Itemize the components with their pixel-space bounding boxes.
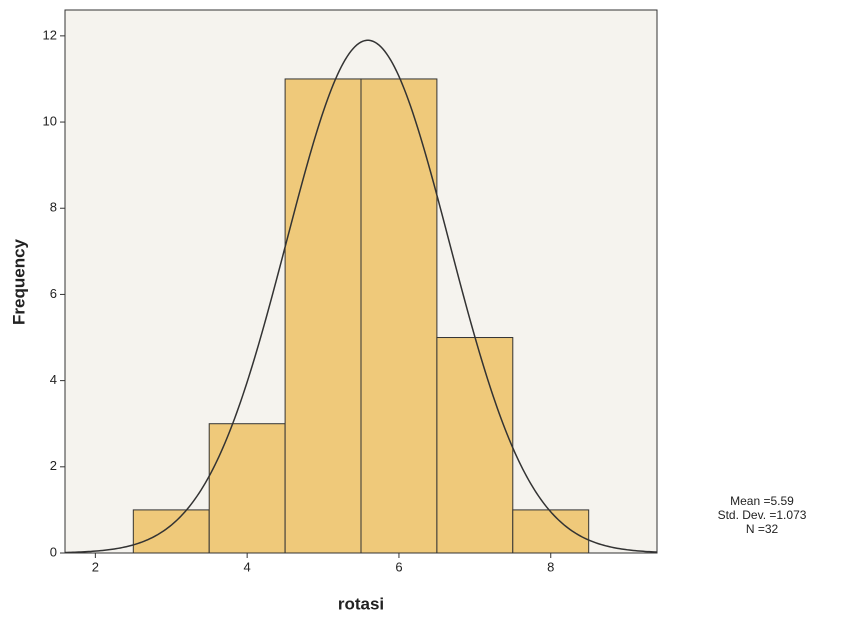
bar — [284, 78, 362, 554]
y-tick-label: 4 — [50, 372, 57, 387]
y-tick-label: 10 — [43, 113, 57, 128]
x-tick-label: 6 — [395, 559, 402, 574]
bar — [512, 509, 590, 554]
y-tick-label: 2 — [50, 458, 57, 473]
bar — [436, 337, 514, 554]
x-tick-label: 4 — [244, 559, 251, 574]
stat-std: Std. Dev. =1.073 — [718, 508, 807, 522]
y-tick-label: 12 — [43, 27, 57, 42]
bar — [132, 509, 210, 554]
y-tick-label: 0 — [50, 544, 57, 559]
stat-mean: Mean =5.59 — [730, 494, 794, 508]
bar — [360, 78, 438, 554]
y-axis-title: Frequency — [9, 238, 28, 325]
stat-n: N =32 — [746, 522, 779, 536]
x-tick-label: 2 — [92, 559, 99, 574]
bar — [208, 423, 286, 554]
x-tick-label: 8 — [547, 559, 554, 574]
x-axis-title: rotasi — [338, 594, 384, 613]
normal-curve — [64, 39, 658, 554]
y-tick-label: 6 — [50, 286, 57, 301]
y-tick-label: 8 — [50, 200, 57, 215]
